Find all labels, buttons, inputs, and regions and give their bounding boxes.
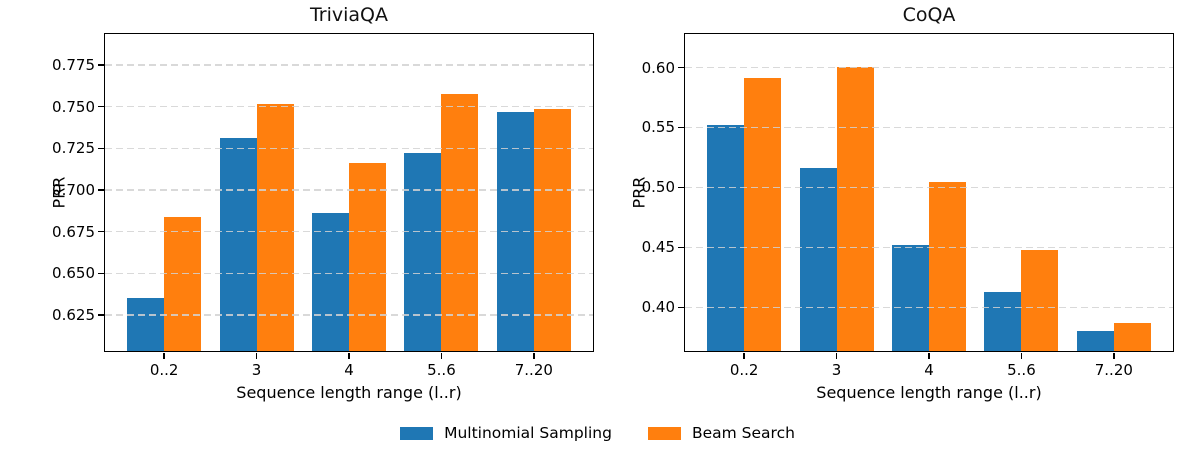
bar-multinomial-sampling-0..2	[127, 298, 165, 351]
bar-multinomial-sampling-3	[219, 138, 257, 351]
y-tick-mark	[98, 64, 104, 66]
x-tick-label: 5..6	[427, 361, 456, 379]
y-tick-mark	[98, 189, 104, 191]
bar-multinomial-sampling-4	[312, 213, 349, 351]
y-tick-mark	[98, 314, 104, 316]
y-tick-mark	[98, 272, 104, 275]
gridline	[685, 66, 1173, 69]
right-plot-area: PRR Sequence length range (l..r) 0.40 0.4…	[630, 33, 1174, 402]
y-tick-mark	[98, 147, 104, 150]
y-tick-label: 0.675	[52, 222, 95, 241]
bar-multinomial-sampling-0..2	[707, 125, 745, 351]
x-tick-mark	[440, 353, 443, 359]
y-tick-label: 0.55	[641, 118, 675, 137]
bar-beam-search-5..6	[1021, 249, 1059, 351]
y-tick-label: 0.775	[52, 55, 95, 74]
y-tick-label: 0.750	[52, 97, 95, 116]
x-tick-label: 4	[924, 361, 934, 379]
y-tick-label: 0.700	[52, 180, 95, 199]
y-tick-label: 0.725	[52, 139, 95, 158]
gridline	[105, 230, 593, 233]
x-tick-mark	[533, 353, 535, 359]
gridline	[105, 272, 593, 275]
legend: Multinomial Sampling Beam Search	[0, 424, 1195, 442]
bar-beam-search-3	[256, 104, 294, 351]
x-tick-mark	[1113, 353, 1115, 359]
y-tick-mark	[678, 126, 684, 129]
legend-item-multinomial-sampling: Multinomial Sampling	[400, 424, 612, 442]
right-plot-title: CoQA	[902, 4, 956, 26]
y-tick-mark	[678, 186, 684, 189]
x-tick-label: 7..20	[514, 361, 553, 379]
bar-beam-search-0..2	[164, 216, 202, 351]
right-x-axis-label: Sequence length range (l..r)	[816, 383, 1042, 402]
x-tick-label: 0..2	[729, 361, 759, 379]
x-tick-mark	[835, 353, 838, 359]
x-tick-label: 0..2	[149, 361, 179, 379]
bar-beam-search-4	[929, 182, 966, 351]
bar-beam-search-3	[836, 66, 874, 351]
x-tick-label: 5..6	[1007, 361, 1036, 379]
gridline	[105, 314, 593, 316]
x-tick-label: 3	[251, 361, 262, 379]
x-tick-mark	[1020, 353, 1023, 359]
y-tick-mark	[98, 230, 104, 233]
y-tick-label: 0.625	[52, 306, 95, 325]
bar-beam-search-7..20	[1113, 322, 1151, 351]
x-tick-mark	[348, 353, 350, 359]
y-tick-label: 0.650	[52, 264, 95, 283]
bar-beam-search-5..6	[441, 94, 479, 351]
left-plot-area: PRR Sequence length range (l..r) 0.625 0.…	[50, 33, 594, 402]
y-tick-label: 0.45	[641, 238, 675, 257]
y-tick-label: 0.40	[641, 298, 675, 317]
gridline	[105, 189, 593, 191]
left-x-axis-label: Sequence length range (l..r)	[236, 383, 462, 402]
gridline	[685, 246, 1173, 249]
bar-beam-search-4	[349, 163, 386, 351]
bar-beam-search-7..20	[533, 109, 571, 351]
y-tick-label: 0.50	[641, 178, 675, 197]
gridline	[685, 126, 1173, 129]
x-tick-mark	[163, 353, 165, 359]
bar-beam-search-0..2	[744, 78, 782, 351]
bar-multinomial-sampling-7..20	[1076, 330, 1114, 351]
multinomial-sampling-swatch-icon	[400, 426, 434, 440]
x-tick-label: 3	[831, 361, 842, 379]
x-tick-mark	[743, 353, 745, 359]
y-tick-mark	[678, 246, 684, 249]
x-tick-label: 4	[344, 361, 354, 379]
gridline	[105, 64, 593, 66]
beam-search-swatch-icon	[647, 426, 681, 440]
y-tick-mark	[678, 306, 684, 308]
bar-multinomial-sampling-5..6	[404, 153, 442, 351]
bar-multinomial-sampling-4	[892, 244, 929, 351]
x-tick-mark	[255, 353, 258, 359]
bar-multinomial-sampling-3	[799, 167, 837, 351]
y-tick-mark	[98, 105, 104, 108]
left-plot-title: TriviaQA	[309, 4, 389, 26]
bar-multinomial-sampling-5..6	[984, 291, 1022, 351]
legend-label: Multinomial Sampling	[444, 424, 612, 442]
gridline	[105, 105, 593, 108]
x-tick-mark	[928, 353, 930, 359]
gridline	[685, 306, 1173, 308]
y-tick-label: 0.60	[641, 58, 675, 77]
y-tick-mark	[678, 66, 684, 69]
legend-label: Beam Search	[691, 424, 795, 442]
gridline	[685, 186, 1173, 189]
gridline	[105, 147, 593, 150]
legend-item-beam-search: Beam Search	[647, 424, 795, 442]
x-tick-label: 7..20	[1094, 361, 1133, 379]
